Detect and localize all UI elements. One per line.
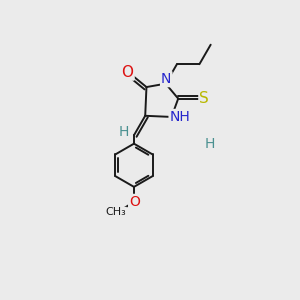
Text: NH: NH [169, 110, 190, 124]
Text: H: H [118, 125, 129, 139]
Text: H: H [205, 137, 215, 151]
Text: S: S [200, 91, 209, 106]
Text: CH₃: CH₃ [106, 207, 126, 218]
Text: O: O [122, 64, 134, 80]
Text: O: O [129, 195, 140, 209]
Text: N: N [161, 72, 172, 86]
